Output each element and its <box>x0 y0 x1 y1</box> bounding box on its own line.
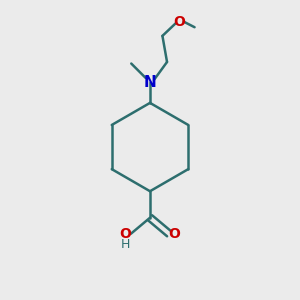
Text: H: H <box>121 238 130 251</box>
Text: O: O <box>169 227 180 241</box>
Text: O: O <box>120 227 131 241</box>
Text: O: O <box>173 15 185 29</box>
Text: N: N <box>144 75 156 90</box>
